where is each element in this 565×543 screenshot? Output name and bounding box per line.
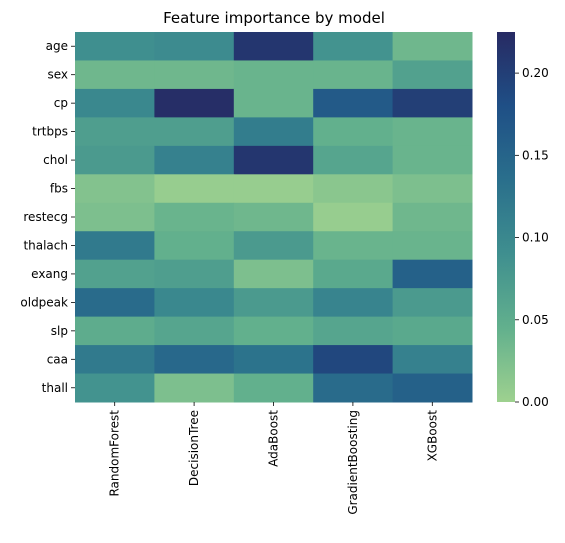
heatmap-cell [75,202,155,232]
heatmap-cell [154,117,235,147]
row-label: slp [51,324,68,338]
heatmap-cell [233,60,314,90]
heatmap-cell [392,288,473,318]
column-labels: RandomForest DecisionTree AdaBoost Gradient… [108,402,439,515]
heatmap-cell [392,231,473,261]
heatmap-cell [313,117,394,147]
heatmap-cell [392,373,473,403]
heatmap-cell [233,231,314,261]
colorbar: 0.00 0.05 0.10 0.15 0.20 [497,32,549,409]
heatmap-cell [392,345,473,375]
heatmap-cell [75,259,155,289]
heatmap-cell [392,259,473,289]
heatmap-cell [75,88,155,118]
heatmap-cell [233,316,314,346]
heatmap-cell [392,32,473,61]
heatmap-cell [233,373,314,403]
column-label: XGBoost [425,410,439,462]
heatmap-cell [392,145,473,175]
heatmap-cell [233,345,314,375]
heatmap-cell [75,32,155,61]
heatmap-cell [154,88,235,118]
heatmap-cell [313,373,394,403]
heatmap-cell [233,145,314,175]
row-label: chol [43,153,68,167]
heatmap-cell [392,117,473,147]
row-label: exang [31,267,68,281]
heatmap-cell [75,345,155,375]
colorbar-tick-label: 0.20 [522,66,549,80]
heatmap-cell [233,288,314,318]
column-label: DecisionTree [187,410,201,486]
heatmap-cell [233,32,314,61]
heatmap-cell [392,202,473,232]
colorbar-ticks: 0.00 0.05 0.10 0.15 0.20 [515,66,549,409]
heatmap-cell [154,373,235,403]
heatmap-cell [313,60,394,90]
heatmap-cell [313,145,394,175]
row-label: age [46,39,68,53]
heatmap-cell [313,345,394,375]
heatmap-cell [75,231,155,261]
heatmap-cell [313,88,394,118]
heatmap-cell [154,60,235,90]
row-label: caa [47,352,68,366]
heatmap-cells [75,32,473,403]
column-label: AdaBoost [267,410,281,467]
heatmap-cell [75,288,155,318]
row-label: thalach [23,238,68,252]
heatmap-cell [154,259,235,289]
heatmap-cell [313,32,394,61]
heatmap-cell [313,202,394,232]
heatmap-cell [233,202,314,232]
heatmap-cell [154,145,235,175]
row-label: oldpeak [20,295,68,309]
heatmap-cell [392,88,473,118]
heatmap-cell [233,174,314,204]
heatmap-cell [75,117,155,147]
chart-title: Feature importance by model [163,9,385,27]
heatmap-cell [154,345,235,375]
heatmap-cell [75,60,155,90]
heatmap-cell [392,316,473,346]
row-label: restecg [23,210,68,224]
colorbar-gradient [497,32,515,402]
row-label: fbs [50,182,68,196]
heatmap-cell [392,174,473,204]
heatmap-cell [313,259,394,289]
heatmap-cell [154,316,235,346]
colorbar-tick-label: 0.05 [522,313,549,327]
heatmap-cell [75,316,155,346]
heatmap-cell [233,88,314,118]
colorbar-tick-label: 0.15 [522,148,549,162]
colorbar-tick-label: 0.00 [522,395,549,409]
row-labels: age sex cp trtbps chol fbs restecg thalach exang… [20,39,75,395]
heatmap-cell [154,174,235,204]
heatmap-cell [154,32,235,61]
heatmap-cell [313,174,394,204]
colorbar-tick-label: 0.10 [522,231,549,245]
heatmap-cell [313,316,394,346]
heatmap-cell [154,202,235,232]
column-label: GradientBoosting [346,410,360,515]
row-label: thall [42,381,68,395]
row-label: sex [47,68,68,82]
heatmap-cell [233,259,314,289]
heatmap-cell [75,145,155,175]
heatmap-cell [154,231,235,261]
heatmap-cell [392,60,473,90]
heatmap-cell [313,231,394,261]
row-label: cp [54,96,68,110]
heatmap-cell [75,373,155,403]
heatmap-cell [313,288,394,318]
heatmap-cell [154,288,235,318]
heatmap-cell [233,117,314,147]
row-label: trtbps [32,125,68,139]
column-label: RandomForest [108,410,122,497]
heatmap-cell [75,174,155,204]
